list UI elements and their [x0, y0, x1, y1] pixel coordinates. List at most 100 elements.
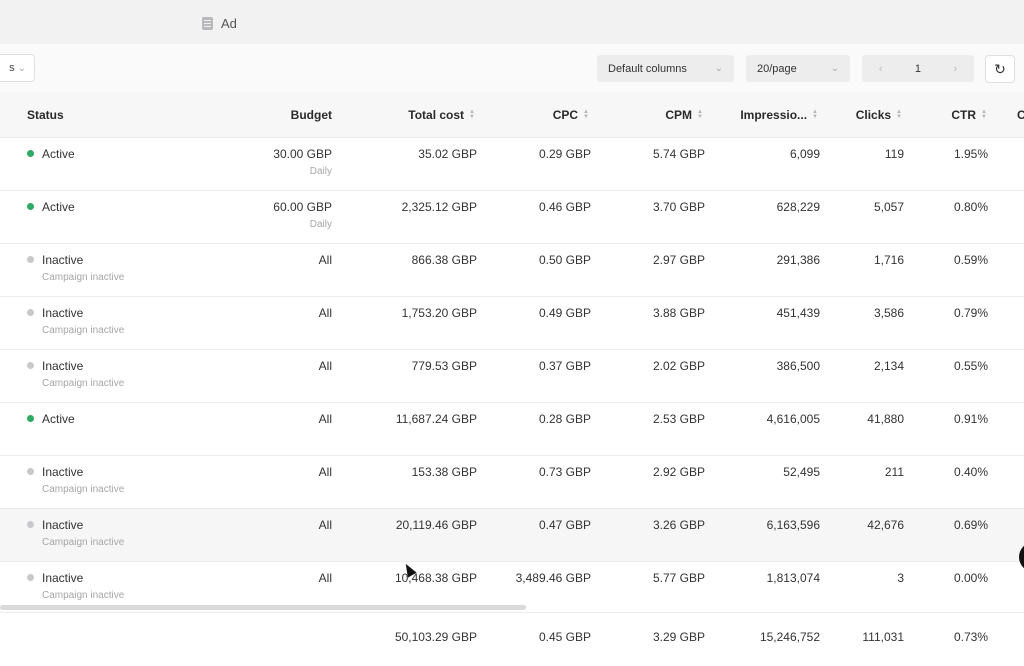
status-subtext: Campaign inactive — [42, 537, 125, 548]
columns-select[interactable]: Default columns ⌄ — [597, 55, 734, 82]
ctr-avg: 0.73% — [953, 630, 988, 644]
status-text: Inactive — [42, 359, 84, 373]
cpm-cell: 5.74 GBP — [652, 147, 705, 161]
status-dot — [27, 362, 34, 369]
prev-page-button[interactable]: ‹ — [878, 62, 883, 75]
cpc-cell: 0.49 GBP — [538, 306, 591, 320]
table-row[interactable]: Inactive Campaign inactive All 153.38 GBP 0.… — [0, 456, 1024, 509]
sort-icon[interactable]: ▲ ▼ — [469, 109, 475, 120]
column-header-cpm[interactable]: CPM ▲ ▼ — [665, 108, 703, 122]
column-header-label: CTR — [951, 108, 977, 122]
column-header-label: CPM — [665, 108, 693, 122]
chevron-down-icon: ⌄ — [714, 63, 723, 74]
page-size-select[interactable]: 20/page ⌄ — [746, 55, 850, 82]
total-cost-cell: 153.38 GBP — [411, 465, 477, 479]
column-header-overflow[interactable]: C — [1017, 108, 1024, 122]
horizontal-scrollbar[interactable] — [0, 605, 526, 610]
status-subtext: Campaign inactive — [42, 272, 125, 283]
budget-cell: All — [318, 253, 332, 267]
ctr-cell: 0.00% — [953, 571, 988, 585]
table-row[interactable]: Inactive Campaign inactive All 866.38 GBP 0.… — [0, 244, 1024, 297]
table-row[interactable]: Active 60.00 GBP Daily 2,325.12 GBP 0.46 GBP… — [0, 191, 1024, 244]
sort-icon[interactable]: ▲ ▼ — [896, 109, 902, 120]
column-header-clicks[interactable]: Clicks ▲ ▼ — [856, 108, 902, 122]
status-text: Inactive — [42, 306, 84, 320]
cpm-cell: 3.26 GBP — [652, 518, 705, 532]
clicks-cell: 2,134 — [873, 359, 904, 373]
clicks-cell: 3,586 — [873, 306, 904, 320]
column-header-impressions[interactable]: Impressio... ▲ ▼ — [740, 108, 818, 122]
ctr-cell: 0.79% — [953, 306, 988, 320]
table-row[interactable]: Inactive Campaign inactive All 779.53 GBP 0.… — [0, 350, 1024, 403]
column-header-cpc[interactable]: CPC ▲ ▼ — [553, 108, 589, 122]
status-text: Active — [42, 147, 75, 161]
sort-icon[interactable]: ▲ ▼ — [812, 109, 818, 120]
page-size-select-value: 20/page — [757, 62, 797, 75]
column-header-label: Clicks — [855, 108, 892, 122]
status-text: Inactive — [42, 253, 84, 267]
cpm-avg: 3.29 GBP — [652, 630, 705, 644]
tab-ad[interactable]: Ad — [202, 14, 237, 32]
tab-ad-label: Ad — [221, 15, 237, 31]
cpm-cell: 3.88 GBP — [652, 306, 705, 320]
impressions-cell: 386,500 — [776, 359, 820, 373]
columns-select-value: Default columns — [608, 62, 687, 75]
impressions-cell: 451,439 — [776, 306, 820, 320]
cpm-cell: 5.77 GBP — [652, 571, 705, 585]
budget-cell: 60.00 GBP — [273, 200, 332, 214]
status-text: Inactive — [42, 571, 84, 585]
table-header: Status Budget Total cost ▲ ▼ CPC ▲ ▼ CPM ▲… — [0, 92, 1024, 138]
impressions-cell: 52,495 — [783, 465, 820, 479]
table-row[interactable]: Active All 11,687.24 GBP 0.28 GBP 2.53 GBP 4,… — [0, 403, 1024, 456]
sort-icon[interactable]: ▲ ▼ — [697, 109, 703, 120]
table-row[interactable]: Active 30.00 GBP Daily 35.02 GBP 0.29 GBP 5.7… — [0, 138, 1024, 191]
sort-icon[interactable]: ▲ ▼ — [583, 109, 589, 120]
budget-cell: All — [318, 306, 332, 320]
refresh-button[interactable]: ↻ — [985, 55, 1015, 83]
total-cost-cell: 11,687.24 GBP — [395, 412, 477, 426]
column-header-status[interactable]: Status — [27, 108, 64, 122]
table-toolbar: s ⌄ Default columns ⌄ 20/page ⌄ ‹ 1 › ↻ — [0, 44, 1024, 92]
column-header-total-cost[interactable]: Total cost ▲ ▼ — [408, 108, 475, 122]
column-header-ctr[interactable]: CTR ▲ ▼ — [951, 108, 987, 122]
ctr-cell: 0.69% — [953, 518, 988, 532]
impressions-sum: 15,246,752 — [759, 630, 820, 644]
floating-action-button[interactable] — [1019, 542, 1024, 572]
column-header-label: CPC — [552, 108, 579, 122]
status-text: Inactive — [42, 518, 84, 532]
cpc-cell: 0.46 GBP — [538, 200, 591, 214]
column-header-label: Budget — [290, 108, 332, 122]
ctr-cell: 1.95% — [953, 147, 988, 161]
impressions-cell: 291,386 — [776, 253, 820, 267]
status-text: Inactive — [42, 465, 84, 479]
cpc-cell: 0.73 GBP — [538, 465, 591, 479]
impressions-cell: 4,616,005 — [766, 412, 820, 426]
cpc-cell: 0.50 GBP — [538, 253, 591, 267]
total-cost-cell: 35.02 GBP — [418, 147, 477, 161]
page-number-input[interactable]: 1 — [914, 62, 922, 75]
status-dot — [27, 521, 34, 528]
sort-icon[interactable]: ▲ ▼ — [981, 109, 987, 120]
impressions-cell: 628,229 — [776, 200, 820, 214]
column-header-budget[interactable]: Budget — [291, 108, 332, 122]
budget-type: Daily — [309, 219, 332, 230]
cpc-cell: 0.28 GBP — [538, 412, 591, 426]
status-subtext: Campaign inactive — [42, 590, 125, 601]
status-subtext: Campaign inactive — [42, 484, 125, 495]
ctr-cell: 0.40% — [953, 465, 988, 479]
clicks-cell: 211 — [884, 465, 904, 479]
cpm-cell: 2.92 GBP — [652, 465, 705, 479]
column-header-label: Total cost — [408, 108, 465, 122]
refresh-icon: ↻ — [994, 60, 1006, 77]
budget-cell: 30.00 GBP — [273, 147, 332, 161]
table-row[interactable]: Inactive Campaign inactive All 1,753.20 GBP… — [0, 297, 1024, 350]
budget-cell: All — [318, 412, 332, 426]
table-row[interactable]: Inactive Campaign inactive All 20,119.46 GB… — [0, 509, 1024, 562]
clicks-sum: 111,031 — [862, 630, 904, 644]
next-page-button[interactable]: › — [953, 62, 958, 75]
status-text: Active — [42, 200, 75, 214]
filter-dropdown[interactable]: s ⌄ — [0, 54, 35, 82]
status-dot — [27, 256, 34, 263]
cpc-cell: 3,489.46 GBP — [515, 571, 591, 585]
ctr-cell: 0.55% — [953, 359, 988, 373]
